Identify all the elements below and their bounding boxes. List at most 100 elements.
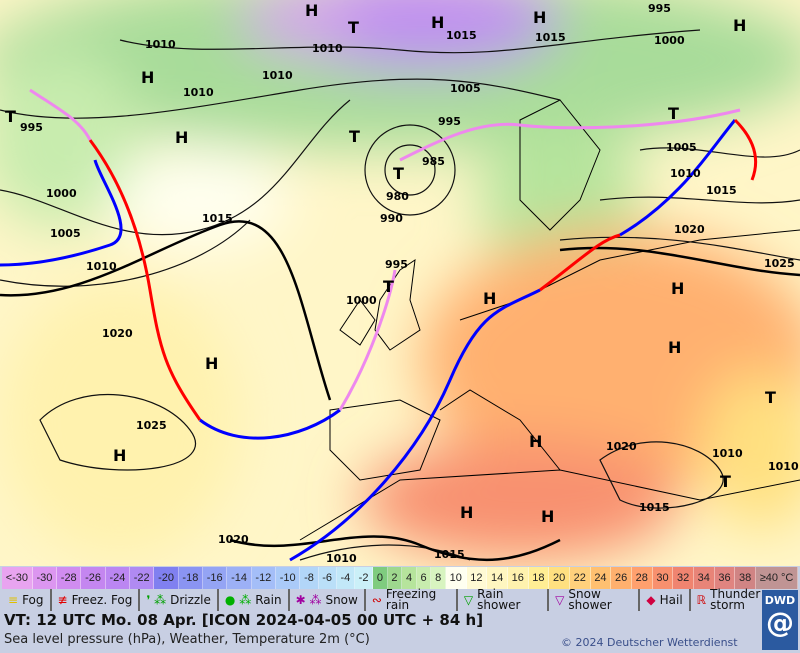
pressure-label: 995 (438, 115, 461, 128)
pressure-label: 1025 (136, 419, 167, 432)
cold-front (619, 119, 737, 237)
pressure-label: 1005 (50, 227, 81, 240)
high-pressure-label: H (733, 16, 746, 35)
high-pressure-label: H (431, 13, 444, 32)
pressure-label: 1010 (712, 447, 743, 460)
pressure-label: 1005 (450, 82, 481, 95)
legend-item: ❜ ⁂ Drizzle (140, 589, 219, 611)
scale-cell: -8 (300, 567, 319, 589)
spiral-icon: @ (766, 606, 794, 639)
scale-cell: 22 (569, 567, 591, 589)
pressure-label: 1010 (326, 552, 357, 565)
cold-front (199, 408, 341, 440)
drizzle-icon: ❜ ⁂ (146, 592, 167, 607)
pressure-label: 1020 (102, 327, 133, 340)
warm-front (733, 118, 758, 181)
high-pressure-label: H (175, 128, 188, 147)
snow-icon: ✱ ⁂ (295, 592, 322, 607)
legend-item: ≢ Freez. Fog (52, 589, 141, 611)
map-subtitle: Sea level pressure (hPa), Weather, Tempe… (4, 632, 370, 647)
legend-label: Snow (325, 592, 358, 607)
occlusion (29, 88, 92, 141)
high-pressure-label: H (460, 503, 473, 522)
snow-shower-icon: ▽ (555, 592, 565, 607)
occlusion (338, 269, 397, 411)
freezing-rain-icon: ∾ (371, 592, 382, 607)
pressure-label: 1020 (606, 440, 637, 453)
pressure-label: 1010 (183, 86, 214, 99)
pressure-label: 1015 (706, 184, 737, 197)
scale-cell: -2 (354, 567, 374, 589)
high-pressure-label: H (483, 289, 496, 308)
pressure-label: 995 (385, 258, 408, 271)
pressure-centers: H H H H H H H H H H H H H H T T T T T T T T (5, 1, 776, 526)
scale-cell: <-30 (2, 567, 33, 589)
high-pressure-label: H (141, 68, 154, 87)
legend-label: Hail (659, 592, 683, 607)
weather-map: 1010 1010 1015 1015 995 1000 1010 1010 1005 995 99… (0, 0, 800, 566)
pressure-label: 1020 (674, 223, 705, 236)
legend-label: Thunder storm (710, 587, 761, 612)
scale-cell: 10 (445, 567, 467, 589)
scale-cell: -30 (32, 567, 58, 589)
legend-label: Snow shower (568, 587, 612, 612)
high-pressure-label: H (533, 8, 546, 27)
scale-cell: -14 (227, 567, 252, 589)
low-pressure-label: T (349, 127, 360, 146)
scale-cell: 6 (416, 567, 432, 589)
scale-cell: -10 (276, 567, 301, 589)
legend-label: Drizzle (170, 592, 211, 607)
scale-cell: 24 (590, 567, 612, 589)
scale-cell: -22 (130, 567, 155, 589)
pressure-label: 1010 (312, 42, 343, 55)
pressure-label: 1010 (670, 167, 701, 180)
pressure-label: 995 (20, 121, 43, 134)
legend-item: ▽ Snow shower (549, 587, 641, 612)
rain-icon: ● ⁂ (224, 592, 252, 607)
legend-label: Rain shower (477, 587, 521, 612)
pressure-label: 1015 (202, 212, 233, 225)
pressure-label: 1015 (434, 548, 465, 561)
scale-cell: 12 (466, 567, 488, 589)
legend-label: Rain (255, 592, 282, 607)
thunderstorm-icon: ℝ (696, 592, 707, 607)
isobars (0, 29, 800, 561)
pressure-label: 980 (386, 190, 409, 203)
weather-legend: ≡ Fog ≢ Freez. Fog ❜ ⁂ Drizzle ● ⁂ Rain ✱ ⁂ Snow ∾… (2, 587, 760, 612)
pressure-label: 1015 (446, 29, 477, 42)
scale-cell: 4 (402, 567, 417, 589)
scale-cell: -24 (105, 567, 131, 589)
cold-front (289, 288, 541, 562)
scale-cell: 34 (693, 567, 715, 589)
pressure-label: 1000 (346, 294, 377, 307)
fog-icon: ≡ (8, 592, 19, 607)
high-pressure-label: H (671, 279, 684, 298)
scale-cell: 20 (549, 567, 570, 589)
hail-icon: ◆ (646, 592, 656, 607)
high-pressure-label: H (529, 432, 542, 451)
legend-item: ∾ Freezing rain (366, 588, 458, 611)
low-pressure-label: T (393, 164, 404, 183)
legend-item: ✱ ⁂ Snow (290, 589, 366, 611)
warm-front (88, 139, 202, 421)
scale-cell: 18 (528, 567, 550, 589)
high-pressure-label: H (668, 338, 681, 357)
pressure-label: 1010 (768, 460, 799, 473)
low-pressure-label: T (5, 107, 16, 126)
low-pressure-label: T (765, 388, 776, 407)
rain-shower-icon: ▽ (463, 592, 474, 607)
scale-cell: -20 (154, 567, 179, 589)
pressure-label: 985 (422, 155, 445, 168)
cold-front (0, 159, 123, 267)
high-pressure-label: H (205, 354, 218, 373)
pressure-label: 990 (380, 212, 403, 225)
low-pressure-label: T (668, 104, 679, 123)
pressure-label: 1025 (764, 257, 795, 270)
low-pressure-label: T (348, 18, 359, 37)
scale-cell: -28 (57, 567, 82, 589)
scale-cell: 32 (673, 567, 694, 589)
legend-item: ◆ Hail (640, 589, 691, 611)
high-pressure-label: H (305, 1, 318, 20)
occlusion (399, 108, 741, 162)
scale-cell: 2 (387, 567, 403, 589)
